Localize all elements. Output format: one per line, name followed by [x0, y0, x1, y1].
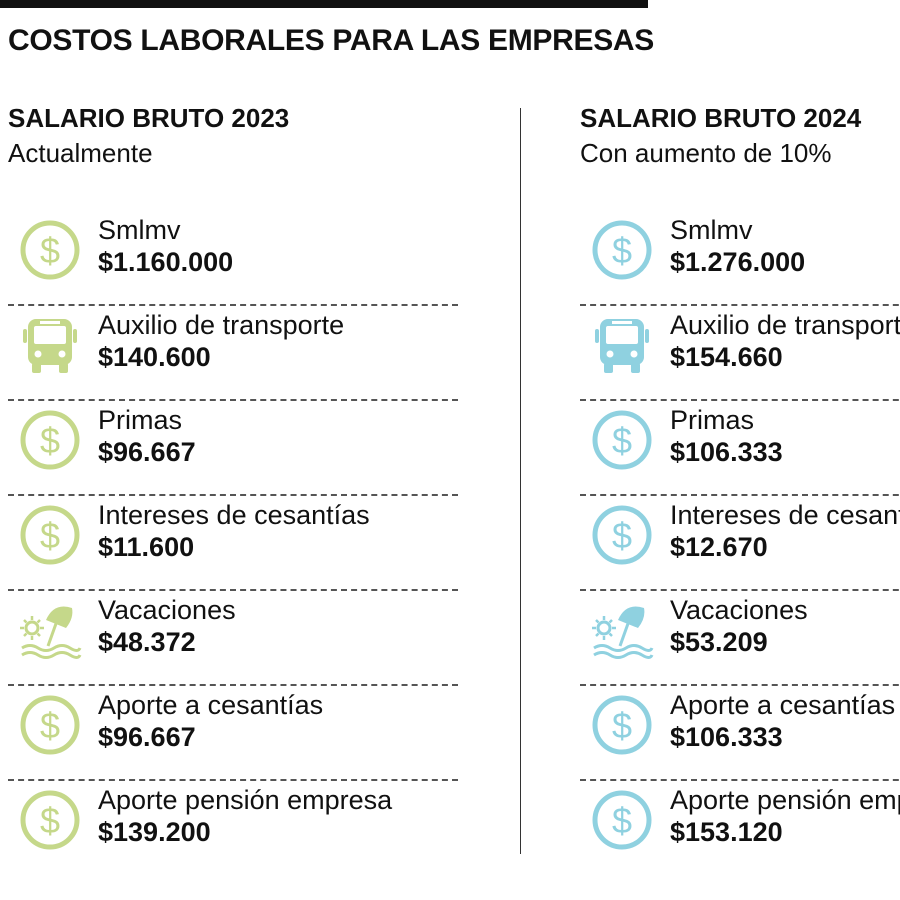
item-amount: $11.600 — [98, 532, 195, 562]
bus-icon — [590, 313, 654, 377]
dollar-icon: $ — [18, 408, 82, 472]
top-rule — [0, 0, 648, 8]
list-item: $ Aporte pensión empresa $139.200 — [8, 782, 458, 874]
list-item: $ Aporte a cesantías $106.333 — [580, 687, 900, 781]
list-item: Vacaciones $48.372 — [8, 592, 458, 686]
dollar-icon: $ — [590, 693, 654, 757]
item-label: Vacaciones — [670, 595, 808, 625]
svg-text:$: $ — [40, 230, 60, 271]
svg-text:$: $ — [612, 705, 632, 746]
dollar-icon: $ — [590, 503, 654, 567]
column-divider — [520, 108, 521, 854]
item-amount: $154.660 — [670, 342, 783, 372]
item-label: Smlmv — [670, 215, 753, 245]
beach-umbrella-icon — [18, 598, 82, 662]
item-amount: $48.372 — [98, 627, 196, 657]
svg-text:$: $ — [612, 515, 632, 556]
beach-umbrella-icon — [590, 598, 654, 662]
item-amount: $12.670 — [670, 532, 768, 562]
item-label: Vacaciones — [98, 595, 236, 625]
item-amount: $139.200 — [98, 817, 211, 847]
item-amount: $140.600 — [98, 342, 211, 372]
column-heading: SALARIO BRUTO 2023 — [8, 103, 290, 133]
list-item: $ Intereses de cesantías $11.600 — [8, 497, 458, 591]
list-item: $ Aporte a cesantías $96.667 — [8, 687, 458, 781]
list-item: $ Primas $106.333 — [580, 402, 900, 496]
list-item: $ Intereses de cesantías$12.670 — [580, 497, 900, 591]
item-amount: $96.667 — [98, 722, 196, 752]
item-label: Aporte a cesantías — [98, 690, 324, 720]
cost-list: $ Smlmv $1.276.000 Auxilio de transporte $15… — [580, 212, 900, 874]
item-label: Aporte pensión empresa — [98, 785, 393, 815]
list-item: $ Smlmv $1.276.000 — [580, 212, 900, 306]
item-amount: $96.667 — [98, 437, 196, 467]
column-heading: SALARIO BRUTO 2024 — [580, 103, 862, 133]
list-item: $ Smlmv $1.160.000 — [8, 212, 458, 306]
item-label: Auxilio de transporte — [670, 310, 900, 340]
item-amount: $153.120 — [670, 817, 783, 847]
item-amount: $1.276.000 — [670, 247, 806, 277]
list-item: $ Primas $96.667 — [8, 402, 458, 496]
dollar-icon: $ — [18, 503, 82, 567]
item-label: Smlmv — [98, 215, 181, 245]
item-amount: $106.333 — [670, 437, 783, 467]
svg-text:$: $ — [612, 230, 632, 271]
column-subheading: Con aumento de 10% — [580, 138, 832, 168]
svg-text:$: $ — [40, 420, 60, 461]
dollar-icon: $ — [18, 788, 82, 852]
item-label: Aporte pensión empresa — [670, 785, 900, 815]
item-label: Primas — [98, 405, 183, 435]
svg-text:$: $ — [40, 515, 60, 556]
bus-icon — [18, 313, 82, 377]
column-2023: SALARIO BRUTO 2023 Actualmente $ Smlmv $1.… — [8, 100, 458, 875]
svg-text:$: $ — [612, 800, 632, 841]
list-item: Vacaciones $53.209 — [580, 592, 900, 686]
dollar-icon: $ — [590, 408, 654, 472]
item-label: Intereses de cesantías — [98, 500, 370, 530]
cost-list: $ Smlmv $1.160.000 Auxilio de transporte $14… — [8, 212, 458, 874]
item-amount: $106.333 — [670, 722, 783, 752]
item-label: Intereses de cesantías — [670, 500, 900, 530]
dollar-icon: $ — [18, 218, 82, 282]
dollar-icon: $ — [590, 218, 654, 282]
dollar-icon: $ — [18, 693, 82, 757]
item-label: Auxilio de transporte — [98, 310, 345, 340]
list-item: Auxilio de transporte $140.600 — [8, 307, 458, 401]
page-title: COSTOS LABORALES PARA LAS EMPRESAS — [8, 24, 654, 57]
list-item: $ Aporte pensión empresa$153.120 — [580, 782, 900, 874]
column-subheading: Actualmente — [8, 138, 153, 168]
svg-text:$: $ — [40, 800, 60, 841]
item-label: Aporte a cesantías — [670, 690, 896, 720]
item-label: Primas — [670, 405, 755, 435]
dollar-icon: $ — [590, 788, 654, 852]
svg-text:$: $ — [612, 420, 632, 461]
item-amount: $53.209 — [670, 627, 768, 657]
item-amount: $1.160.000 — [98, 247, 234, 277]
svg-text:$: $ — [40, 705, 60, 746]
column-2024: SALARIO BRUTO 2024 Con aumento de 10% $ S… — [580, 100, 900, 875]
list-item: Auxilio de transporte $154.660 — [580, 307, 900, 401]
